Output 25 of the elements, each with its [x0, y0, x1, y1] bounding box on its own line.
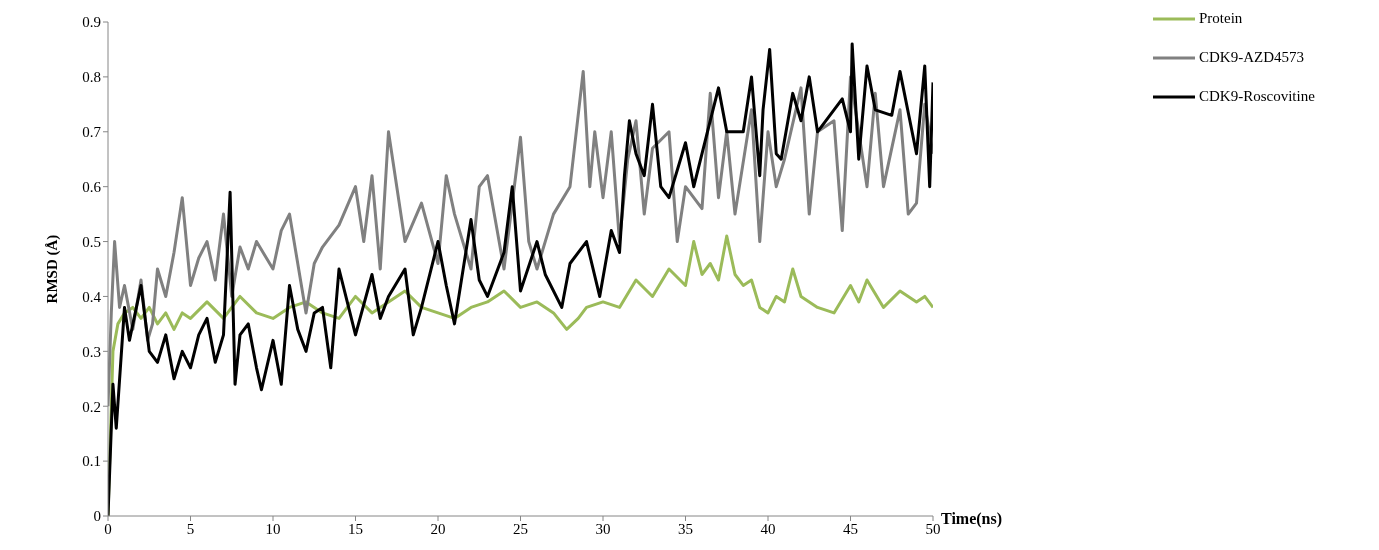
x-tick-label: 25 — [513, 520, 528, 537]
legend-label: CDK9-AZD4573 — [1199, 49, 1304, 66]
y-axis-title: RMSD (Å) — [44, 234, 62, 304]
x-tick-label: 20 — [430, 520, 446, 537]
y-tick-label: 0.5 — [82, 233, 101, 250]
x-tick-label: 40 — [760, 520, 776, 537]
x-axis-title: Time(ns) — [941, 510, 1003, 528]
x-tick-label: 15 — [348, 520, 363, 537]
legend-label: Protein — [1199, 10, 1243, 27]
x-tick-label: 50 — [925, 520, 941, 537]
y-tick-label: 0.2 — [82, 398, 101, 415]
x-tick-label: 5 — [186, 520, 195, 537]
y-tick-label: 0.3 — [82, 343, 101, 360]
x-tick-label: 35 — [678, 520, 693, 537]
legend-label: CDK9-Roscovitine — [1199, 88, 1315, 105]
y-tick-label: 0 — [93, 508, 101, 525]
y-tick-label: 0.7 — [82, 124, 102, 141]
y-tick-label: 0.1 — [82, 453, 101, 470]
x-tick-label: 30 — [595, 520, 611, 537]
x-tick-label: 45 — [843, 520, 858, 537]
x-tick-label: 10 — [265, 520, 281, 537]
y-tick-label: 0.6 — [82, 178, 102, 195]
y-tick-label: 0.9 — [82, 14, 101, 31]
y-tick-label: 0.8 — [82, 69, 101, 86]
y-tick-label: 0.4 — [82, 288, 102, 305]
